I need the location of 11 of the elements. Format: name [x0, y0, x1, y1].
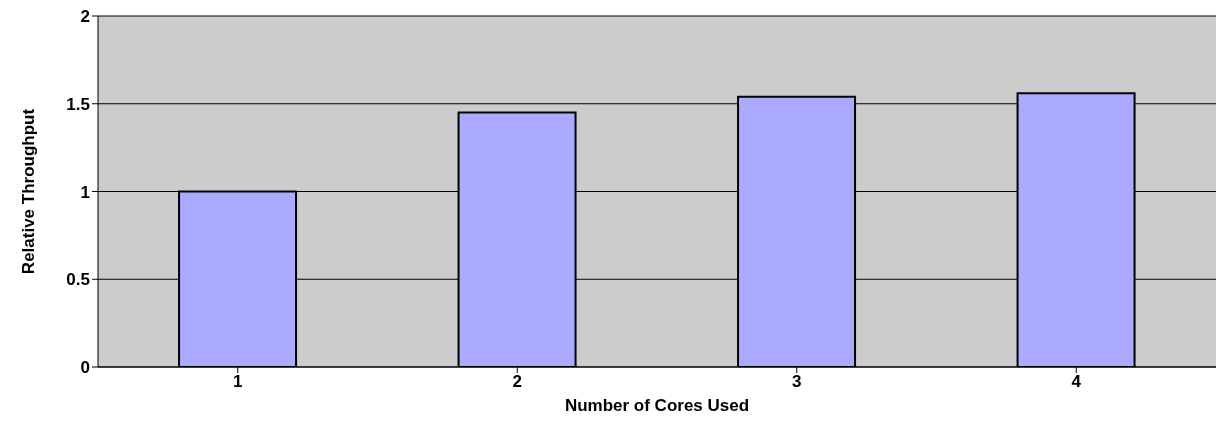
y-tick-label: 0.5 — [66, 270, 90, 290]
y-tick-label: 1 — [80, 182, 90, 202]
x-tick-label: 2 — [512, 372, 522, 392]
y-tick-label: 2 — [80, 7, 90, 27]
y-tick-label: 0 — [80, 358, 90, 378]
x-axis-title: Number of Cores Used — [564, 396, 750, 415]
x-tick-label: 4 — [1071, 372, 1082, 392]
x-tick-label: 1 — [233, 372, 243, 392]
y-axis-title: Relative Throughput — [19, 108, 39, 275]
x-tick-label: 3 — [792, 372, 802, 392]
y-tick-label: 1.5 — [66, 94, 90, 114]
